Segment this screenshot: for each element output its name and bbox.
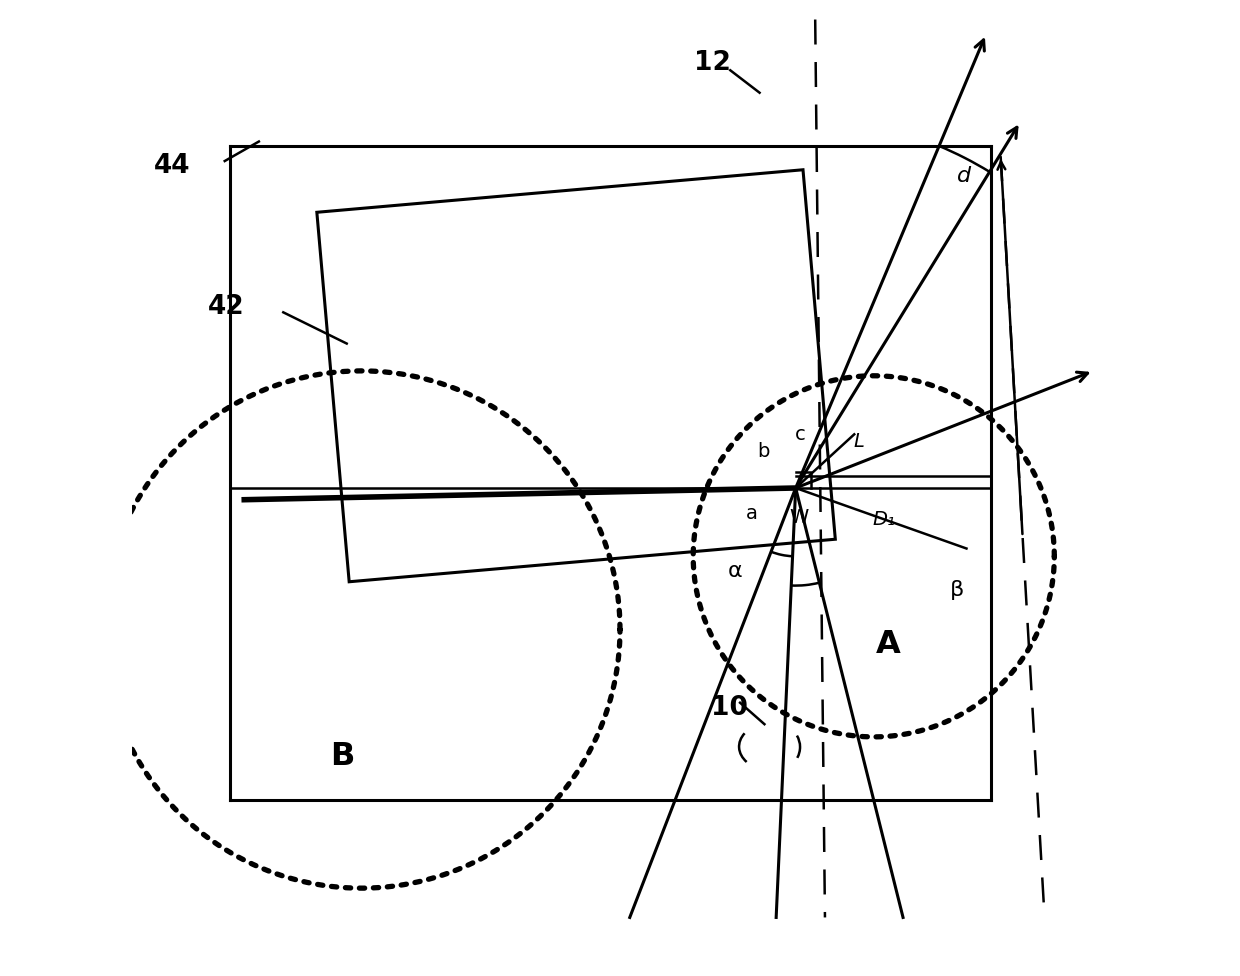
Text: L: L <box>853 431 864 451</box>
Text: c: c <box>795 425 806 444</box>
Text: W: W <box>789 508 808 527</box>
Text: b: b <box>758 442 770 462</box>
Text: A: A <box>875 629 900 660</box>
Text: B: B <box>330 741 355 772</box>
Text: 12: 12 <box>694 51 732 76</box>
Text: 10: 10 <box>711 695 748 720</box>
Text: a: a <box>745 504 758 523</box>
Text: 44: 44 <box>154 153 191 179</box>
Text: α: α <box>728 561 743 581</box>
Text: β: β <box>950 581 963 600</box>
Text: 42: 42 <box>207 295 244 320</box>
Text: d: d <box>956 166 971 185</box>
Text: D₁: D₁ <box>872 509 895 529</box>
